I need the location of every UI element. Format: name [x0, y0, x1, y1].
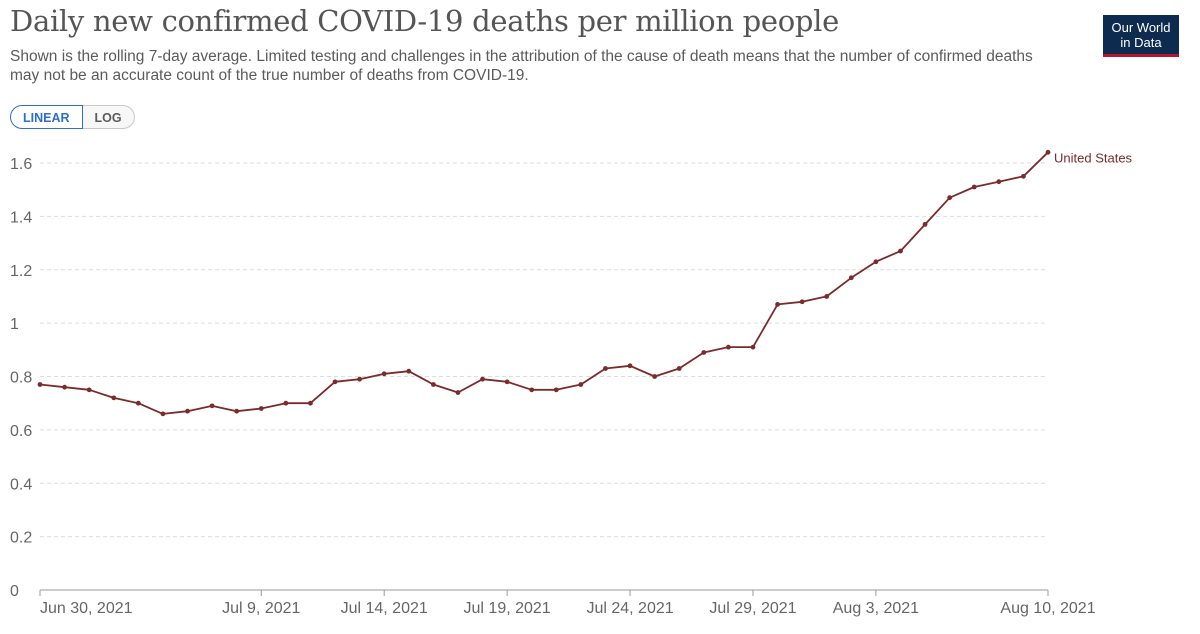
- data-point: [676, 366, 682, 371]
- y-tick-label: 0: [10, 583, 19, 600]
- data-point: [308, 400, 313, 406]
- x-tick-label: Jul 29, 2021: [709, 600, 796, 617]
- data-point: [258, 406, 264, 411]
- data-point: [135, 400, 141, 406]
- chart-title: Daily new confirmed COVID-19 deaths per …: [10, 4, 840, 38]
- scale-toggle: LINEAR LOG: [10, 105, 135, 129]
- data-point: [775, 302, 780, 307]
- data-point: [652, 374, 658, 379]
- data-point: [406, 368, 412, 374]
- data-point: [996, 179, 1002, 185]
- data-point: [873, 259, 879, 265]
- data-point: [209, 403, 215, 409]
- data-point: [1021, 173, 1026, 179]
- data-point: [332, 379, 338, 385]
- y-tick-label: 1.4: [10, 209, 32, 226]
- y-axis: 0 0.2 0.4 0.6 0.8 1 1.2 1.4 1.6: [10, 156, 32, 600]
- y-tick-label: 0.8: [10, 370, 32, 387]
- y-tick-label: 1: [10, 316, 19, 333]
- x-tick-label: Jun 30, 2021: [40, 600, 133, 617]
- data-point: [381, 371, 387, 377]
- x-tick-label: Jul 19, 2021: [464, 600, 551, 617]
- data-point: [430, 382, 436, 387]
- data-point: [37, 382, 43, 387]
- chart-subtitle: Shown is the rolling 7-day average. Limi…: [10, 48, 1033, 84]
- data-point: [62, 384, 67, 390]
- data-point: [799, 299, 805, 305]
- data-point: [86, 387, 92, 393]
- logo-line-1: Our World: [1111, 19, 1171, 35]
- data-point: [848, 275, 854, 281]
- data-point: [283, 400, 289, 406]
- data-point: [455, 390, 461, 395]
- y-tick-label: 0.2: [10, 530, 32, 547]
- data-point: [725, 344, 731, 350]
- data-point: [627, 363, 633, 369]
- data-point: [529, 387, 535, 393]
- logo-line-2: in Data: [1120, 34, 1162, 50]
- data-point: [111, 395, 117, 401]
- series-label-united-states: United States: [1054, 150, 1133, 165]
- owid-logo[interactable]: Our World in Data: [1103, 15, 1179, 57]
- log-scale-button[interactable]: LOG: [82, 105, 135, 129]
- data-point: [750, 344, 756, 350]
- series-group: United States: [37, 149, 1133, 417]
- data-point: [947, 195, 953, 201]
- data-point: [898, 248, 903, 254]
- x-tick-label: Jul 9, 2021: [222, 600, 300, 617]
- data-point: [357, 376, 363, 382]
- x-tick-label: Jul 24, 2021: [586, 600, 673, 617]
- y-tick-label: 1.6: [10, 156, 32, 173]
- data-point: [1045, 149, 1051, 155]
- data-point: [553, 387, 559, 393]
- x-tick-label: Aug 10, 2021: [1000, 600, 1095, 617]
- x-tick-label: Jul 14, 2021: [341, 600, 428, 617]
- linear-scale-button[interactable]: LINEAR: [10, 105, 83, 129]
- y-tick-label: 1.2: [10, 263, 32, 280]
- data-point: [578, 382, 584, 387]
- x-tick-label: Aug 3, 2021: [833, 600, 919, 617]
- y-tick-label: 0.6: [10, 423, 32, 440]
- data-point: [701, 350, 707, 355]
- data-point: [971, 184, 977, 190]
- data-point: [504, 379, 510, 385]
- data-point: [603, 366, 608, 371]
- data-point: [824, 294, 830, 299]
- grid-lines: [40, 162, 1048, 538]
- data-point: [234, 408, 240, 414]
- data-point: [185, 408, 190, 414]
- data-point: [480, 376, 485, 382]
- series-line-united-states: [39, 151, 1049, 415]
- data-point: [922, 221, 928, 227]
- data-point: [160, 411, 166, 417]
- x-axis: Jun 30, 2021 Jul 9, 2021 Jul 14, 2021 Jul 1…: [39, 589, 1096, 617]
- y-tick-label: 0.4: [10, 476, 32, 493]
